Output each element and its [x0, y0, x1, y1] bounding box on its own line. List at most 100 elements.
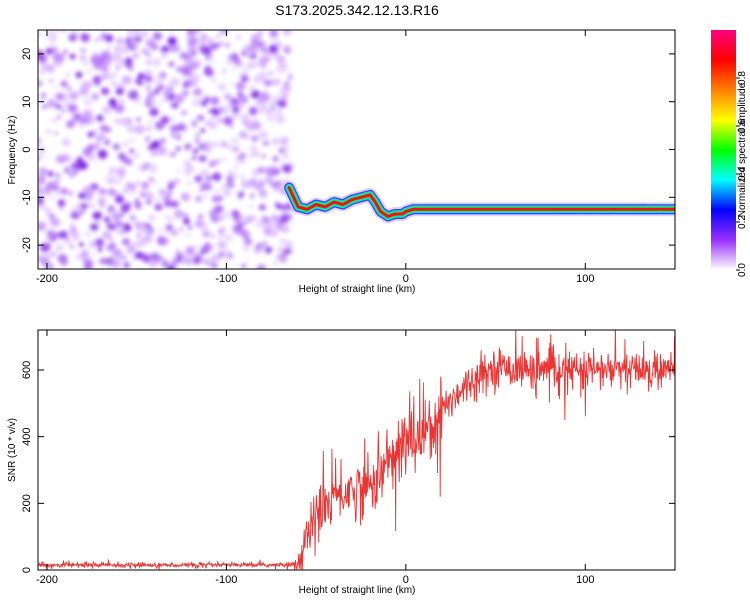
- noise-speckle: [116, 255, 124, 263]
- noise-speckle: [199, 182, 208, 190]
- noise-speckle: [240, 179, 251, 189]
- noise-speckle: [134, 35, 143, 43]
- noise-speckle: [282, 30, 292, 36]
- y-tick-label: -10: [21, 189, 33, 205]
- noise-speckle: [197, 114, 205, 121]
- noise-speckle: [164, 202, 169, 207]
- noise-speckle: [115, 65, 121, 70]
- noise-speckle: [151, 57, 161, 67]
- noise-speckle: [82, 60, 89, 67]
- noise-speckle: [89, 224, 94, 228]
- noise-speckle: [255, 186, 261, 191]
- noise-speckle: [210, 59, 215, 63]
- x-tick-label: 100: [576, 574, 594, 586]
- noise-speckle: [249, 145, 258, 153]
- noise-speckle: [221, 68, 227, 74]
- noise-speckle: [264, 140, 270, 146]
- noise-speckle: [172, 153, 177, 157]
- noise-speckle: [121, 156, 131, 165]
- colorbar: 0.0 0.2 0.4 0.6 0.8 Normalized spectral ampl…: [711, 30, 748, 277]
- noise-speckle: [200, 168, 210, 178]
- noise-speckle: [159, 189, 165, 195]
- noise-speckle: [39, 242, 51, 253]
- noise-speckle: [260, 54, 271, 64]
- noise-speckle: [115, 87, 125, 96]
- noise-speckle: [245, 257, 250, 261]
- noise-speckle: [75, 203, 82, 210]
- noise-speckle: [243, 238, 253, 246]
- noise-speckle: [105, 72, 115, 80]
- noise-speckle: [270, 35, 278, 42]
- noise-speckle: [59, 206, 64, 210]
- noise-speckle: [106, 243, 116, 252]
- noise-speckle: [64, 154, 72, 162]
- noise-speckle: [55, 173, 61, 178]
- noise-speckle: [210, 262, 218, 269]
- noise-speckle: [104, 141, 109, 145]
- noise-speckle: [187, 36, 198, 46]
- noise-speckle: [225, 60, 230, 65]
- spectrogram-signal-track: [282, 180, 675, 224]
- noise-speckle: [216, 117, 224, 124]
- noise-speckle: [146, 126, 152, 131]
- noise-speckle: [150, 92, 154, 96]
- noise-speckle: [144, 75, 153, 83]
- noise-speckle: [152, 31, 163, 41]
- noise-speckle: [144, 191, 155, 201]
- noise-speckle: [69, 174, 73, 178]
- noise-speckle: [180, 109, 188, 116]
- noise-speckle: [210, 215, 219, 223]
- noise-speckle: [62, 99, 72, 108]
- noise-speckle: [192, 87, 203, 97]
- noise-speckle: [215, 159, 221, 164]
- noise-speckle: [168, 116, 176, 123]
- noise-speckle: [215, 34, 221, 39]
- noise-speckle: [134, 239, 143, 248]
- noise-speckle: [59, 230, 68, 239]
- noise-speckle: [202, 47, 211, 56]
- noise-speckle: [46, 98, 57, 109]
- noise-speckle: [57, 115, 61, 119]
- noise-speckle: [50, 46, 59, 54]
- noise-speckle: [66, 86, 72, 91]
- noise-speckle: [241, 160, 246, 165]
- noise-speckle: [240, 229, 250, 239]
- noise-speckle: [242, 119, 250, 126]
- noise-speckle: [193, 253, 203, 262]
- noise-speckle: [92, 252, 96, 256]
- noise-speckle: [43, 206, 51, 214]
- noise-speckle: [141, 163, 149, 170]
- x-tick-label: -100: [215, 273, 237, 285]
- noise-speckle: [88, 202, 92, 206]
- noise-speckle: [230, 136, 240, 145]
- noise-speckle: [212, 141, 220, 148]
- noise-speckle: [156, 236, 167, 246]
- noise-speckle: [198, 214, 204, 220]
- noise-speckle: [222, 210, 231, 219]
- noise-speckle: [201, 33, 207, 39]
- noise-speckle: [80, 251, 89, 259]
- noise-speckle: [126, 124, 137, 133]
- noise-speckle: [66, 120, 76, 129]
- noise-speckle: [134, 201, 143, 210]
- x-tick-label: 100: [576, 273, 594, 285]
- noise-speckle: [127, 91, 134, 97]
- noise-speckle: [259, 92, 270, 103]
- noise-speckle: [221, 156, 227, 162]
- noise-speckle: [38, 69, 45, 75]
- noise-speckle: [231, 173, 238, 179]
- noise-speckle: [121, 238, 131, 246]
- noise-speckle: [72, 112, 83, 123]
- noise-speckle: [227, 54, 234, 60]
- noise-speckle: [268, 247, 273, 251]
- noise-speckle: [279, 99, 287, 108]
- noise-speckle: [251, 39, 256, 44]
- noise-speckle: [136, 117, 141, 122]
- noise-speckle: [68, 33, 78, 42]
- noise-speckle: [178, 226, 184, 232]
- noise-speckle: [287, 75, 293, 81]
- snr-x-ticks: -200 -100 0 100: [36, 330, 594, 586]
- noise-speckle: [249, 204, 254, 209]
- noise-speckle: [147, 223, 152, 228]
- noise-speckle: [83, 98, 93, 106]
